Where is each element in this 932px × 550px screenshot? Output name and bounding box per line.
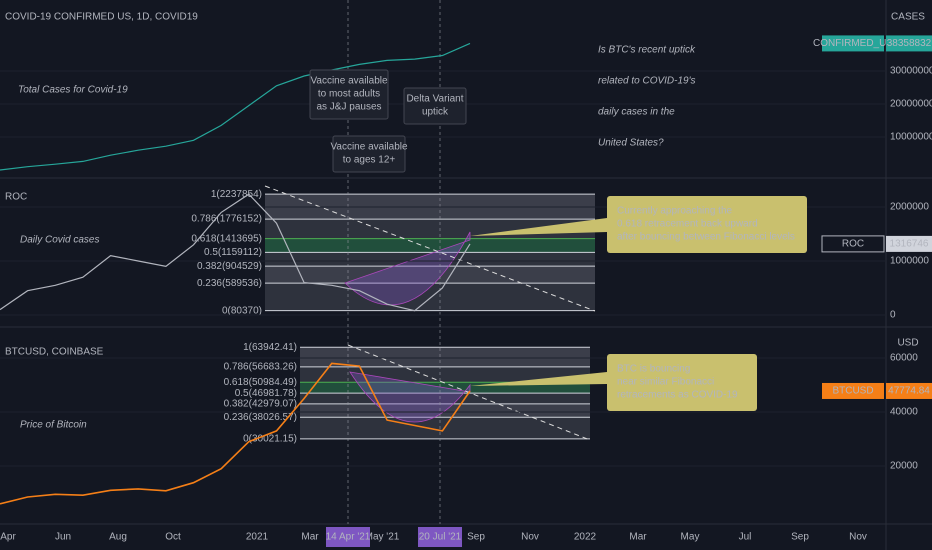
callout-text: near similar Fibonacci xyxy=(617,377,714,388)
x-tick-label: 2022 xyxy=(574,532,597,543)
x-tick-label: Sep xyxy=(467,532,485,543)
name-tag-label: ROC xyxy=(842,239,864,250)
price-tag xyxy=(886,382,932,399)
x-tick-label: Apr xyxy=(0,532,16,543)
question-line: Is BTC's recent uptick xyxy=(598,45,696,56)
pane-title: COVID-19 CONFIRMED US, 1D, COVID19 xyxy=(5,12,198,23)
pane-title: ROC xyxy=(5,192,27,203)
pane-title: BTCUSD, COINBASE xyxy=(5,347,104,358)
x-highlight-label: 20 Jul '21 xyxy=(419,532,462,543)
price-tag-label: 38358832 xyxy=(887,38,932,49)
event-text: to most adults xyxy=(318,89,380,100)
name-tag xyxy=(821,235,885,253)
heading: Daily Covid cases xyxy=(20,235,99,246)
fib-label: 0.236(589536) xyxy=(197,278,262,289)
axis-title: CASES xyxy=(891,12,925,23)
x-highlight-tag xyxy=(418,527,462,547)
fib-label: 0.618(1413695) xyxy=(191,233,262,244)
fib-label: 0(30021.15) xyxy=(243,434,297,445)
x-tick-label: May '21 xyxy=(365,532,400,543)
callout-text: retracements as COVID-19 xyxy=(617,390,738,401)
fib-label: 0.618(50984.49) xyxy=(224,377,297,388)
callout-pointer xyxy=(470,372,607,386)
callout-text: BTC is bouncing xyxy=(617,364,690,375)
x-tick-label: Jul xyxy=(739,532,752,543)
pattern-shape xyxy=(344,231,471,306)
x-tick-label: Nov xyxy=(521,532,539,543)
callout-text: 0.618 retracement back upward xyxy=(617,219,758,230)
callout-box xyxy=(607,354,757,411)
fib-zone xyxy=(300,366,590,383)
event-text: Vaccine available xyxy=(330,142,408,153)
y-tick-label: 60000 xyxy=(890,353,918,364)
event-box xyxy=(332,135,406,173)
y-tick-label: 2000000 xyxy=(890,202,929,213)
x-highlight-tag xyxy=(326,527,370,547)
series-line xyxy=(0,193,471,312)
y-tick-label: 10000000 xyxy=(890,132,932,143)
question-line: United States? xyxy=(598,138,664,149)
y-tick-label: 20000 xyxy=(890,461,918,472)
fib-label: 0.382(904529) xyxy=(197,261,262,272)
fib-zone xyxy=(300,393,590,404)
question-line: daily cases in the xyxy=(598,107,675,118)
fib-zone xyxy=(265,252,595,267)
fib-zone xyxy=(300,347,590,367)
x-tick-label: Nov xyxy=(849,532,867,543)
y-tick-label: 20000000 xyxy=(890,99,932,110)
name-tag xyxy=(822,35,884,52)
y-tick-label: 40000 xyxy=(890,407,918,418)
x-tick-label: Mar xyxy=(629,532,647,543)
heading: Total Cases for Covid-19 xyxy=(18,85,128,96)
name-tag-label: CONFIRMED_US xyxy=(813,38,893,49)
event-text: Vaccine available xyxy=(310,76,388,87)
fib-label: 0.382(42979.07) xyxy=(224,399,297,410)
x-tick-label: May xyxy=(681,532,700,543)
price-tag xyxy=(886,35,932,52)
question-line: related to COVID-19's xyxy=(598,76,696,87)
event-text: to ages 12+ xyxy=(343,155,396,166)
event-text: as J&J pauses xyxy=(316,102,381,113)
event-box xyxy=(309,69,389,120)
fib-label: 0.786(56683.26) xyxy=(224,362,297,373)
x-tick-label: Jun xyxy=(55,532,71,543)
callout-pointer xyxy=(470,218,607,236)
x-highlight-label: 14 Apr '21 xyxy=(326,532,371,543)
x-tick-label: 2021 xyxy=(246,532,269,543)
x-tick-label: Oct xyxy=(165,532,181,543)
name-tag xyxy=(822,382,884,399)
event-text: uptick xyxy=(422,107,449,118)
fib-label: 0.786(1776152) xyxy=(191,214,262,225)
fib-label: 1(63942.41) xyxy=(243,342,297,353)
series-line xyxy=(0,42,471,171)
fib-zone xyxy=(265,238,595,253)
x-tick-label: Mar xyxy=(301,532,319,543)
name-tag-label: BTCUSD xyxy=(832,386,873,397)
heading: Price of Bitcoin xyxy=(20,420,87,431)
fib-label: 0.5(1159112) xyxy=(204,247,262,258)
event-box xyxy=(403,87,467,125)
callout-text: Currently approaching the xyxy=(617,206,733,217)
fib-label: 1(2237854) xyxy=(211,189,262,200)
price-tag-label: 1316746 xyxy=(890,239,929,250)
y-tick-label: 0 xyxy=(890,310,896,321)
series-line xyxy=(0,362,471,505)
fib-label: 0(80370) xyxy=(222,305,262,316)
y-tick-label: 1000000 xyxy=(890,256,929,267)
x-tick-label: Sep xyxy=(791,532,809,543)
event-text: Delta Variant xyxy=(406,94,463,105)
price-tag-label: 47774.84 xyxy=(888,386,930,397)
axis-title: USD xyxy=(897,338,918,349)
y-tick-label: 30000000 xyxy=(890,66,932,77)
fib-label: 0.5(46981.78) xyxy=(235,388,297,399)
callout-box xyxy=(607,196,807,253)
callout-text: after bouncing between Fibonacci levels xyxy=(617,232,795,243)
price-tag xyxy=(886,235,932,252)
x-tick-label: Aug xyxy=(109,532,127,543)
fib-label: 0.236(38026.57) xyxy=(224,412,297,423)
